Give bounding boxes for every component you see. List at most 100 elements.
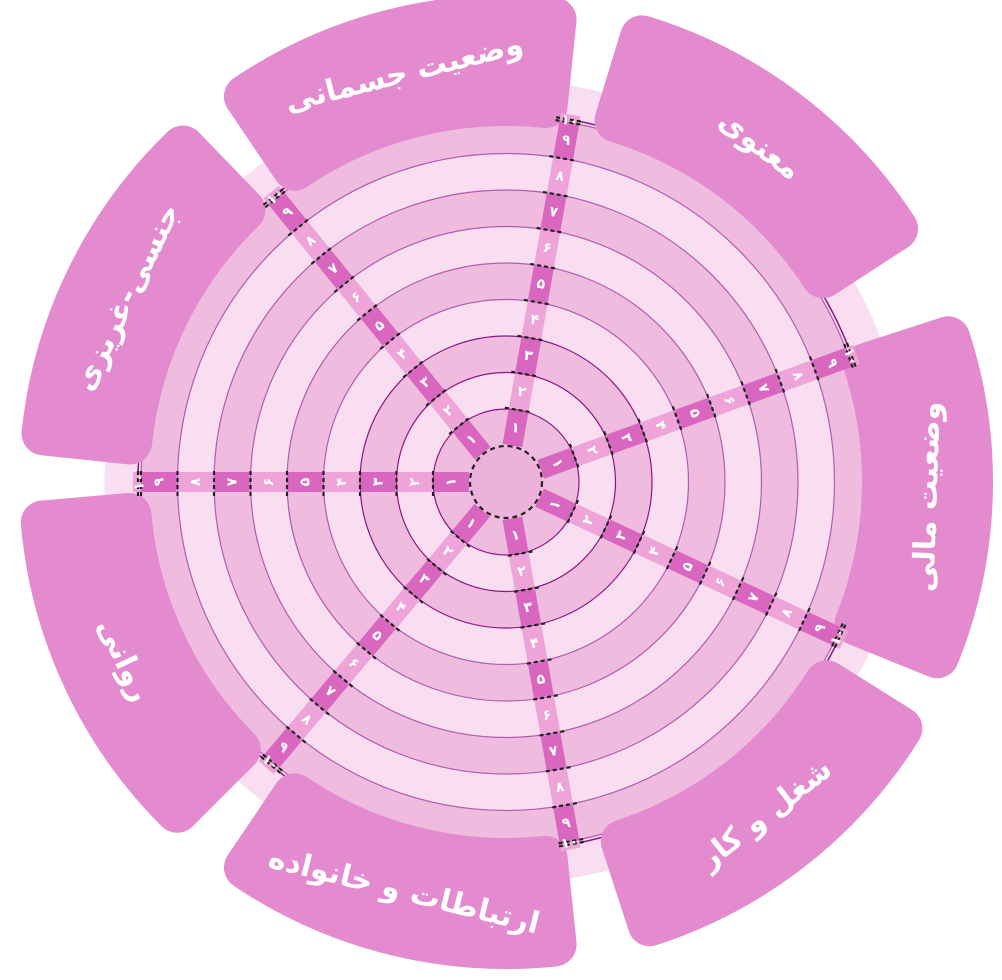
spoke-tick	[664, 545, 679, 573]
spoke-tick	[259, 751, 283, 772]
wheel-hub	[468, 444, 544, 520]
scale-number: ۹	[561, 815, 573, 832]
scale-number: ۹	[151, 477, 167, 486]
scale-number: ۳	[523, 348, 535, 365]
spoke-cell-5	[358, 616, 396, 656]
spoke-tick	[671, 406, 684, 434]
spoke-cell-7	[540, 193, 567, 232]
spoke-cell-9	[800, 612, 841, 645]
spoke-cell-6	[701, 565, 741, 599]
spoke-cell-2	[428, 532, 467, 572]
scale-number: ۹	[561, 132, 573, 149]
spoke-cell-8	[287, 700, 326, 740]
scale-number: ۱۰	[132, 473, 148, 490]
spoke-cell-5	[528, 265, 554, 304]
segment-label-financial: وضعیت مالی	[906, 401, 948, 593]
spoke-tick	[549, 154, 578, 163]
spoke-tick	[306, 695, 330, 716]
scale-number: ۱۰	[840, 346, 861, 368]
scale-number: ۶	[542, 707, 553, 724]
scale-number: ۲	[516, 384, 528, 401]
spoke-cell-4	[521, 625, 548, 663]
spoke-tick	[549, 801, 578, 810]
segment-tab-relations	[223, 773, 577, 969]
spoke-relations: ۱ ۲ ۳ ۴ ۵ ۶ ۷ ۸ ۹ ۱۰	[502, 516, 584, 853]
spoke-cell-9	[553, 121, 580, 160]
spoke-tick	[763, 592, 778, 619]
spoke-cell-9	[269, 192, 307, 233]
spoke-tick	[504, 550, 533, 558]
spoke-spiritual: ۱ ۲ ۳ ۴ ۵ ۶ ۷ ۸ ۹۱۰	[502, 112, 584, 448]
spoke-tick	[697, 561, 712, 588]
spoke-tick	[542, 190, 571, 198]
spoke-tick	[504, 406, 533, 414]
spoke-tick	[287, 217, 311, 237]
spoke-cell-9	[553, 804, 580, 843]
spoke-cell-6	[534, 696, 561, 735]
scale-number: ۵	[297, 477, 313, 486]
spoke-tick	[530, 262, 559, 270]
spoke-tick	[330, 667, 354, 688]
spoke-cell-4	[635, 535, 675, 568]
spoke-cell-1	[502, 516, 529, 555]
spoke-cell-1	[502, 409, 529, 448]
spoke-cell-10	[263, 185, 284, 204]
scale-number: ۱۰	[560, 834, 580, 853]
spoke-tick	[705, 393, 718, 421]
spoke-tick	[808, 356, 821, 384]
spoke-tick	[379, 330, 403, 350]
spoke-cell-6	[334, 644, 373, 684]
spoke-cell-3	[405, 560, 443, 600]
spoke-tick	[598, 515, 613, 542]
spoke-tick	[603, 431, 615, 459]
spoke-cell-7	[734, 581, 774, 615]
spoke-cell-1	[452, 419, 491, 460]
spoke-tick	[536, 730, 565, 738]
spoke-tick	[400, 584, 424, 604]
spoke-cell-3	[606, 423, 646, 454]
spoke-tick	[740, 381, 752, 409]
segment-tab-career	[600, 660, 923, 947]
scale-number: ۴	[334, 477, 350, 486]
spoke-cell-6	[534, 229, 561, 268]
spoke-sexual: ۱ ۲ ۳ ۴ ۵ ۶ ۷ ۸ ۹۱۰	[132, 468, 469, 496]
scale-number: ۸	[554, 779, 566, 796]
spoke-cell-7	[311, 672, 349, 712]
spoke-cell-2	[568, 504, 609, 537]
spoke-cell-3	[515, 337, 542, 375]
spoke-tick	[637, 418, 650, 446]
spoke-cell-7	[743, 373, 783, 404]
spoke-cell-2	[509, 553, 535, 591]
spoke-tick	[425, 387, 449, 407]
scale-number: ۷	[548, 743, 560, 760]
scale-number: ۵	[535, 671, 547, 688]
spoke-tick	[536, 226, 565, 234]
spoke-tick	[356, 302, 380, 322]
spoke-cell-10	[559, 840, 581, 852]
spoke-cell-8	[767, 596, 808, 630]
spoke-cell-5	[361, 306, 399, 346]
spoke-cell-10	[846, 345, 860, 367]
scale-number: ۱۰	[827, 626, 849, 648]
spoke-cell-3	[515, 589, 542, 627]
spoke-tick	[568, 443, 581, 471]
spoke-tick	[523, 658, 552, 666]
spoke-tick	[530, 694, 559, 702]
spoke-cell-8	[777, 360, 818, 392]
spoke-tick	[333, 273, 357, 294]
spoke-cell-6	[338, 277, 376, 318]
scale-number: ۷	[224, 477, 240, 486]
scale-number: ۱	[510, 420, 521, 437]
spoke-cell-7	[540, 732, 567, 771]
segment-tab-physical	[223, 0, 577, 191]
spoke-tick	[264, 188, 288, 209]
spoke-tick	[523, 298, 552, 306]
scale-number: ۸	[554, 168, 566, 185]
spoke-cell-3	[406, 363, 445, 403]
scale-number: ۴	[529, 312, 541, 329]
